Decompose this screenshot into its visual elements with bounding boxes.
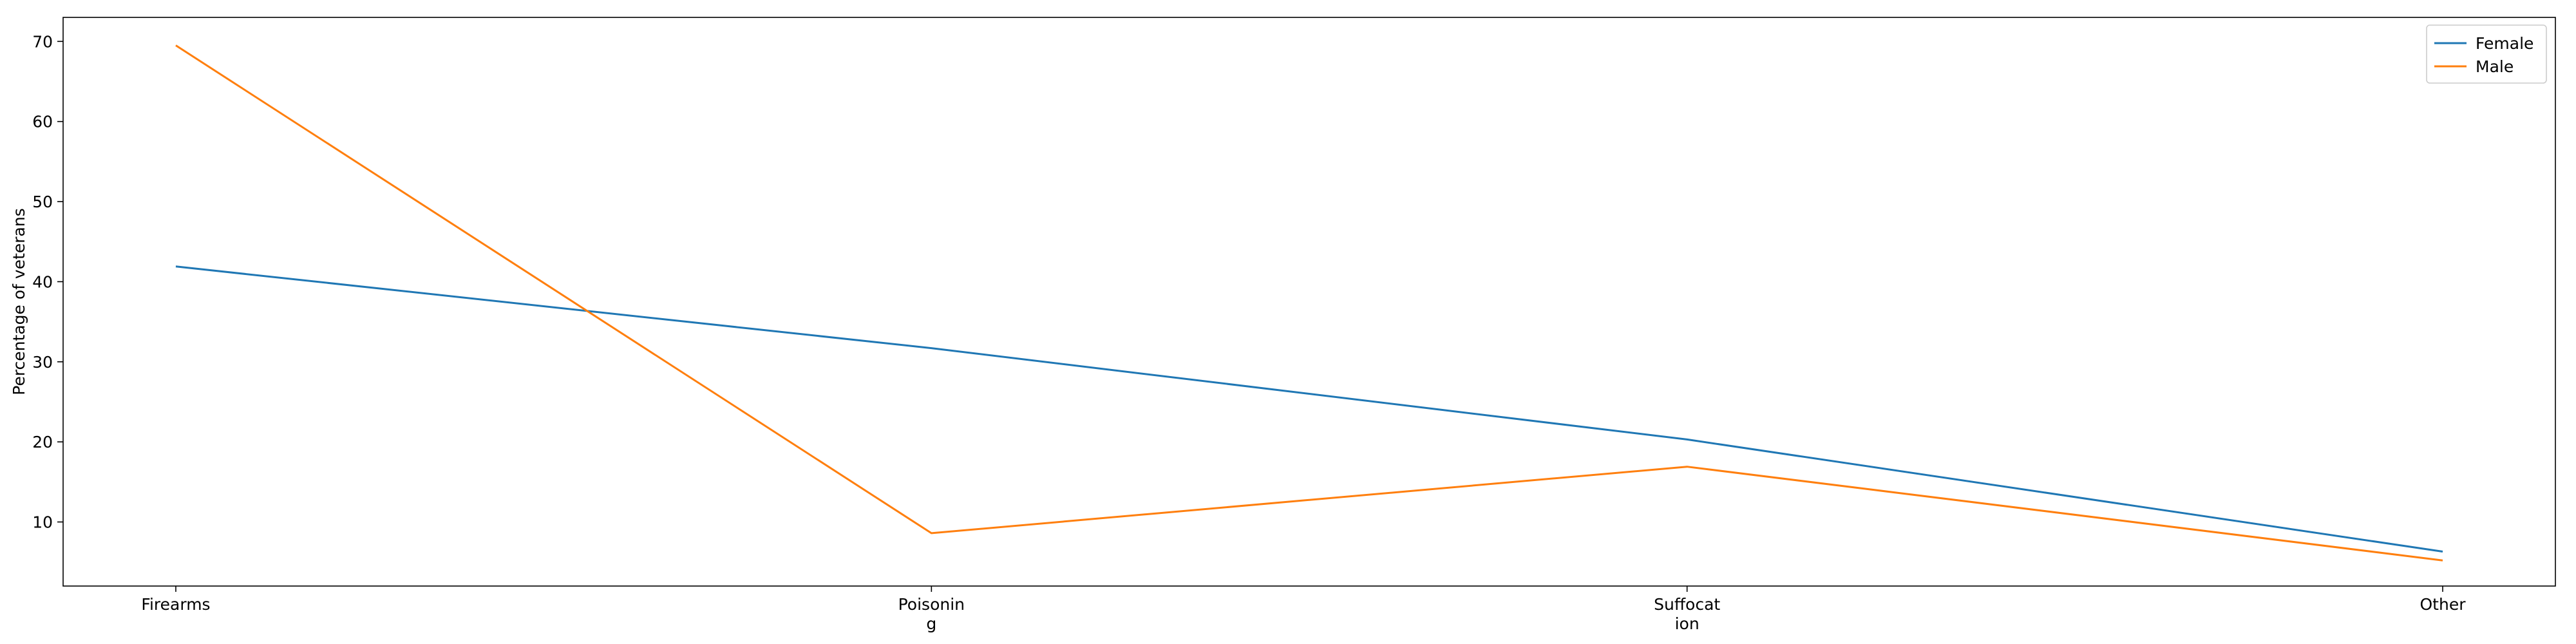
- y-tick-label: 60: [32, 113, 53, 131]
- y-axis-label: Percentage of veterans: [10, 208, 28, 395]
- legend: Female Male: [2426, 24, 2547, 84]
- x-axis: Firearms Poisonin g Suffocat ion Other: [141, 586, 2466, 633]
- x-tick-label: Other: [2420, 595, 2467, 614]
- x-tick-label: Firearms: [141, 595, 210, 614]
- y-tick-label: 20: [32, 433, 53, 451]
- y-tick-label: 70: [32, 32, 53, 51]
- plot-area-frame: [62, 17, 2556, 587]
- y-tick-label: 10: [32, 513, 53, 532]
- legend-label-female: Female: [2476, 34, 2533, 53]
- x-tick-label: Poisonin g: [898, 595, 965, 633]
- y-tick-label: 30: [32, 353, 53, 372]
- x-tick-label: Suffocat ion: [1654, 595, 1720, 633]
- legend-label-male: Male: [2476, 57, 2514, 76]
- legend-box: [2426, 24, 2547, 84]
- series-line-male: [175, 44, 2443, 562]
- series-line-female: [175, 265, 2443, 553]
- y-tick-label: 40: [32, 272, 53, 291]
- y-axis: 10 20 30 40 50 60 70: [32, 32, 63, 532]
- series-layer: [175, 44, 2443, 562]
- y-tick-label: 50: [32, 193, 53, 211]
